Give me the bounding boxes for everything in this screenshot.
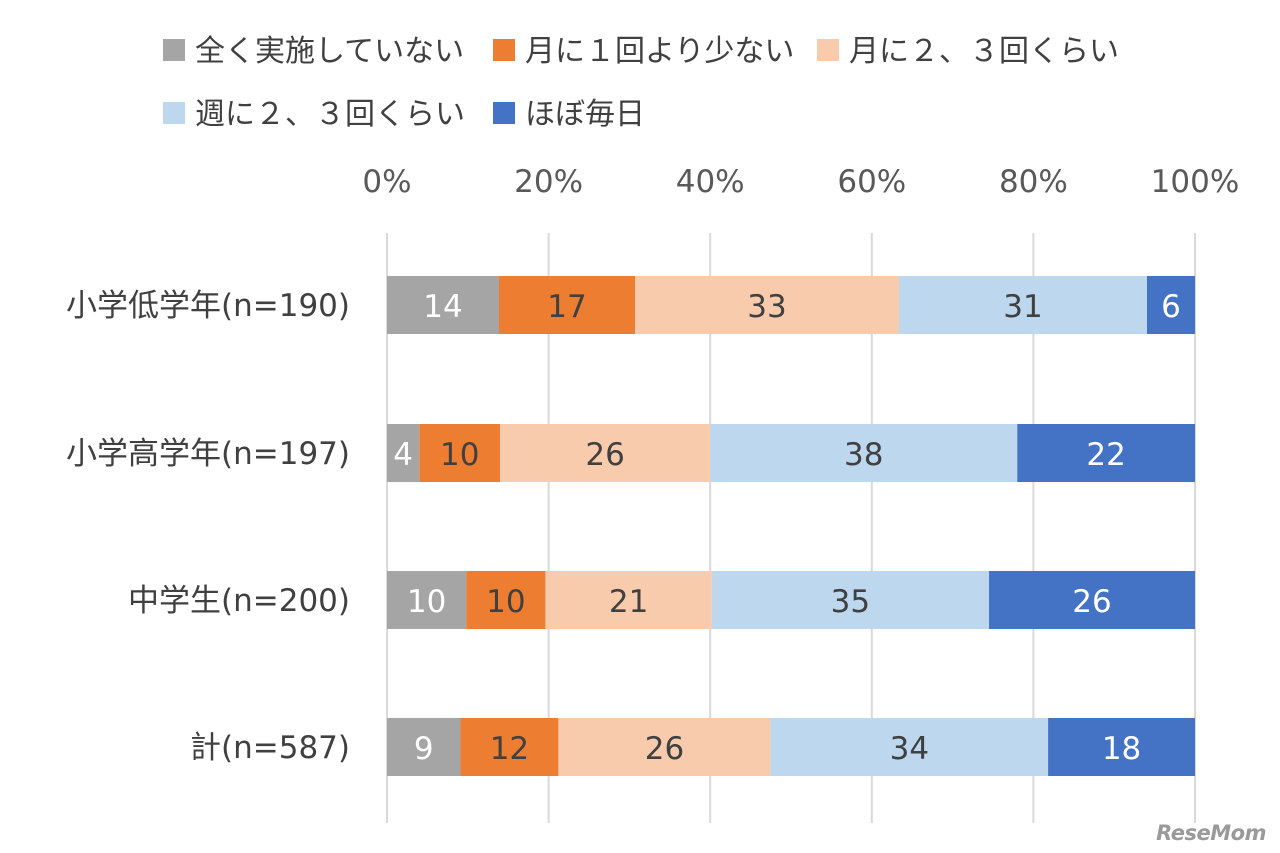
- legend-label-almost-daily: ほぼ毎日: [525, 97, 645, 132]
- bar-segment-two-three-weekly: [710, 424, 1018, 482]
- bar-segment-almost-daily: [1048, 718, 1195, 776]
- bar-value-label: 10: [440, 437, 479, 473]
- bar-value-label: 10: [407, 584, 446, 620]
- x-tick-label: 100%: [1151, 164, 1240, 200]
- category-label: 小学低学年(n=190): [66, 288, 350, 324]
- bar-segment-none: [387, 718, 461, 776]
- bar-segment-two-three-monthly: [545, 571, 712, 629]
- category-label: 計(n=587): [190, 730, 350, 766]
- y-axis-categories: 小学低学年(n=190) 小学高学年(n=197) 中学生(n=200) 計(n=58…: [66, 288, 350, 766]
- x-axis-ticks: 0% 20% 40% 60% 80% 100%: [362, 164, 1239, 200]
- bar-value-label: 17: [547, 289, 586, 325]
- bar-value-label: 4: [393, 437, 413, 473]
- bar-segment-two-three-weekly: [711, 571, 990, 629]
- legend-swatch-less-than-monthly: [493, 39, 515, 61]
- legend-label-two-three-weekly: 週に２、３回くらい: [195, 97, 465, 132]
- legend-label-none: 全く実施していない: [195, 34, 464, 69]
- category-label: 小学高学年(n=197): [66, 436, 350, 472]
- bar-value-label: 12: [490, 731, 529, 767]
- legend-label-two-three-monthly: 月に２、３回くらい: [849, 34, 1119, 69]
- bar-value-label: 21: [609, 584, 648, 620]
- bar-segment-less-than-monthly: [466, 571, 546, 629]
- bar-value-label: 35: [831, 584, 870, 620]
- bar-segment-none: [387, 276, 499, 334]
- bar-segment-two-three-weekly: [899, 276, 1147, 334]
- bar-segment-two-three-weekly: [770, 718, 1049, 776]
- bar-value-label: 38: [844, 437, 883, 473]
- bar-segment-none: [387, 571, 467, 629]
- resemom-logo: ReseMom: [1156, 821, 1266, 845]
- legend-swatch-almost-daily: [493, 102, 515, 124]
- category-label: 中学生(n=200): [128, 583, 350, 619]
- bar-segment-less-than-monthly: [419, 424, 501, 482]
- bar-value-label: 22: [1086, 437, 1125, 473]
- bar-value-label: 18: [1102, 731, 1141, 767]
- bar-value-label: 10: [486, 584, 525, 620]
- bar-value-label: 34: [890, 731, 929, 767]
- x-tick-label: 20%: [514, 164, 583, 200]
- bar-segment-less-than-monthly: [460, 718, 559, 776]
- x-tick-label: 0%: [362, 164, 411, 200]
- bars: 14 17 33 31 6 4 10 26 38 22 10 10 21 35 26 9 12 26 34 18: [387, 276, 1195, 776]
- bar-segment-almost-daily: [1017, 424, 1195, 482]
- bar-segment-less-than-monthly: [499, 276, 635, 334]
- x-tick-label: 80%: [999, 164, 1068, 200]
- bar-segment-two-three-monthly: [500, 424, 711, 482]
- x-tick-label: 60%: [837, 164, 906, 200]
- bar-segment-almost-daily: [1147, 276, 1195, 334]
- legend-swatch-none: [163, 39, 185, 61]
- legend-swatch-two-three-weekly: [163, 102, 185, 124]
- bar-value-label: 26: [1072, 584, 1111, 620]
- bar-value-label: 26: [645, 731, 684, 767]
- legend-swatch-two-three-monthly: [817, 39, 839, 61]
- bar-value-label: 9: [414, 731, 434, 767]
- bar-value-label: 26: [585, 437, 624, 473]
- legend-label-less-than-monthly: 月に１回より少ない: [525, 34, 794, 69]
- bar-segment-two-three-monthly: [558, 718, 771, 776]
- bar-value-label: 6: [1161, 289, 1181, 325]
- bar-segment-two-three-monthly: [635, 276, 899, 334]
- bar-segment-almost-daily: [989, 571, 1195, 629]
- bar-value-label: 14: [423, 289, 462, 325]
- bar-value-label: 33: [747, 289, 786, 325]
- bar-value-label: 31: [1003, 289, 1042, 325]
- x-tick-label: 40%: [676, 164, 745, 200]
- bar-segment-none: [387, 424, 420, 482]
